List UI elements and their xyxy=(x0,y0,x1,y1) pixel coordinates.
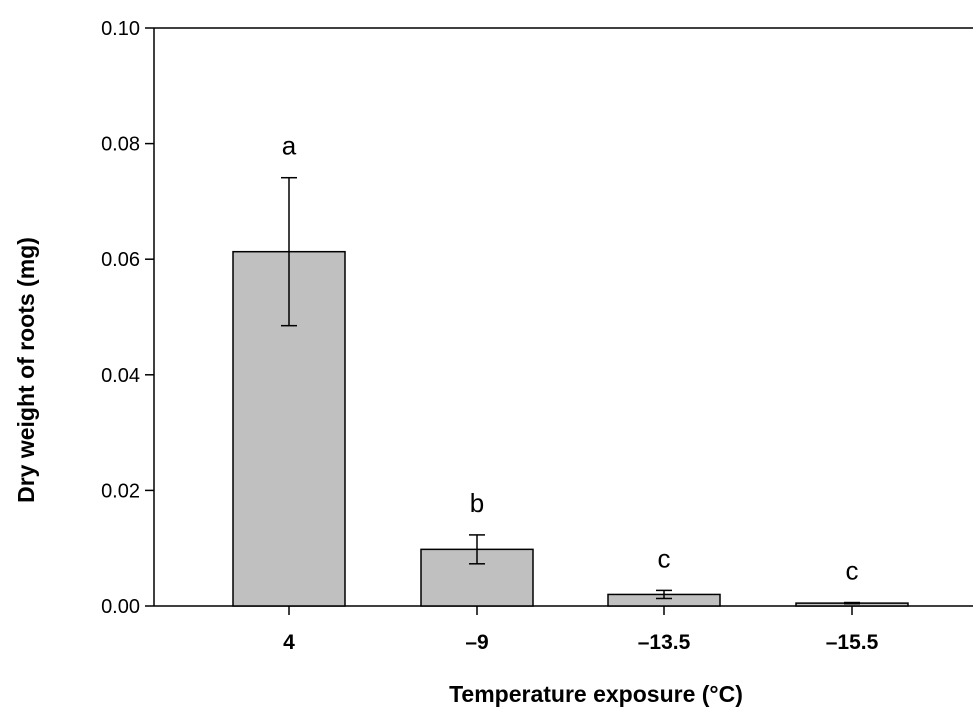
x-tick-label: –13.5 xyxy=(638,631,691,654)
y-tick-label: 0.08 xyxy=(101,134,140,156)
y-tick-label: 0.00 xyxy=(101,596,140,618)
y-tick-label: 0.04 xyxy=(101,365,140,387)
significance-letter: c xyxy=(658,543,671,573)
significance-letter: b xyxy=(470,488,484,518)
plot-area: 0.00 0.02 0.04 0.06 0.08 0.10 4 a –9 b –13.5 c –15.5… xyxy=(101,18,973,654)
y-tick-label: 0.06 xyxy=(101,249,140,271)
significance-letter: a xyxy=(282,131,297,161)
y-tick-label: 0.10 xyxy=(101,18,140,40)
x-tick-label: –15.5 xyxy=(826,631,879,654)
x-axis-title: Temperature exposure (°C) xyxy=(449,681,743,707)
x-tick-label: 4 xyxy=(283,631,295,654)
x-tick-label: –9 xyxy=(465,631,488,654)
significance-letter: c xyxy=(846,556,859,586)
y-axis-title: Dry weight of roots (mg) xyxy=(13,237,39,503)
y-tick-label: 0.02 xyxy=(101,480,140,502)
